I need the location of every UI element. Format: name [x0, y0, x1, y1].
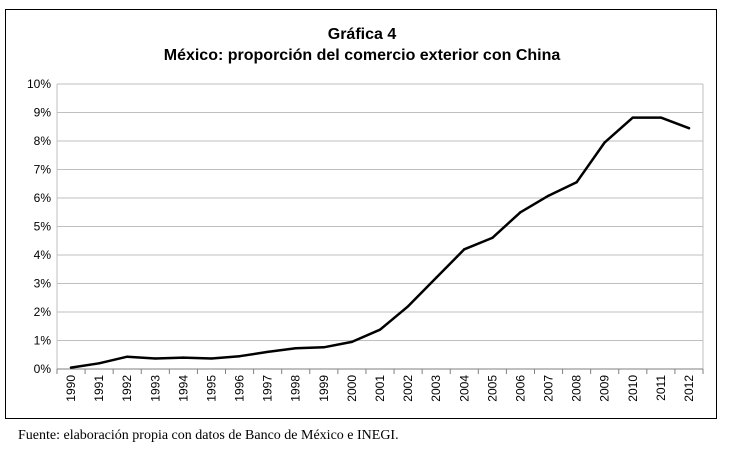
data-point: [126, 355, 129, 358]
data-point: [631, 116, 634, 119]
x-tick-label: 2003: [429, 375, 443, 402]
x-tick-label: 2006: [513, 375, 527, 402]
x-tick-label: 2007: [542, 375, 556, 402]
data-point: [238, 354, 241, 358]
y-tick-label: 2%: [34, 305, 52, 319]
data-point: [69, 366, 73, 369]
data-point: [519, 211, 522, 214]
x-tick-label: 2004: [457, 375, 471, 402]
data-point: [659, 116, 663, 119]
x-tick-label: 2008: [570, 375, 584, 402]
y-tick-label: 3%: [34, 277, 52, 291]
x-tick-label: 2009: [598, 375, 612, 402]
chart-subtitle: México: proporción del comercio exterior…: [163, 47, 561, 64]
data-point: [294, 346, 297, 350]
data-point: [491, 236, 494, 240]
x-tick-label: 1998: [289, 375, 303, 402]
data-point: [322, 346, 326, 349]
data-point: [182, 356, 185, 359]
chart-title: Gráfica 4: [327, 26, 397, 43]
x-tick-label: 1992: [120, 375, 134, 402]
chart-frame: Gráfica 4 México: proporción del comerci…: [5, 9, 717, 419]
x-tick-label: 1999: [317, 375, 331, 402]
data-point: [434, 276, 438, 279]
y-tick-label: 7%: [34, 163, 52, 177]
data-point: [154, 357, 157, 360]
x-tick-label: 2001: [373, 375, 387, 402]
line-chart: 0% 1% 2% 3% 4% 5% 6% 7% 8% 9% 10% 1990 1991 1992 1993 1…: [27, 77, 704, 402]
x-tick-label: 1997: [261, 375, 275, 402]
data-point: [210, 357, 213, 360]
data-point: [350, 340, 354, 344]
source-note: Fuente: elaboración propia con datos de …: [18, 428, 399, 443]
y-tick-label: 9%: [34, 106, 52, 120]
data-point: [406, 305, 410, 308]
data-point: [603, 141, 606, 144]
y-tick-label: 6%: [34, 191, 52, 205]
data-point: [378, 328, 382, 331]
x-tick-label: 1990: [64, 375, 78, 402]
y-tick-label: 5%: [34, 220, 52, 234]
x-tick-label: 2005: [485, 375, 499, 402]
y-tick-label: 0%: [34, 362, 52, 376]
data-point: [463, 248, 466, 251]
x-tick-label: 2010: [626, 375, 640, 402]
x-tick-label: 1994: [176, 375, 190, 402]
y-tick-label: 4%: [34, 248, 52, 262]
y-tick-label: 8%: [34, 134, 52, 148]
x-tick-label: 1991: [92, 375, 106, 402]
data-point: [266, 350, 269, 354]
data-point: [97, 362, 101, 365]
y-tick-label: 10%: [27, 77, 51, 91]
x-tick-label: 1996: [233, 375, 247, 402]
x-tick-label: 2011: [654, 375, 668, 401]
x-tick-label: 2012: [682, 375, 696, 402]
y-tick-label: 1%: [34, 334, 52, 348]
x-tick-label: 1995: [204, 375, 218, 402]
data-point: [547, 194, 550, 197]
x-tick-label: 2000: [345, 375, 359, 402]
x-tick-label: 1993: [148, 375, 162, 402]
x-tick-label: 2002: [401, 375, 415, 402]
data-point: [687, 126, 691, 130]
data-point: [575, 181, 578, 184]
